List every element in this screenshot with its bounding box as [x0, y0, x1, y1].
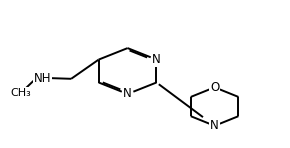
Text: O: O — [210, 81, 219, 94]
Text: N: N — [123, 87, 132, 100]
Text: CH₃: CH₃ — [11, 88, 31, 98]
Text: N: N — [152, 53, 161, 66]
Text: NH: NH — [34, 72, 52, 85]
Text: N: N — [210, 119, 219, 132]
